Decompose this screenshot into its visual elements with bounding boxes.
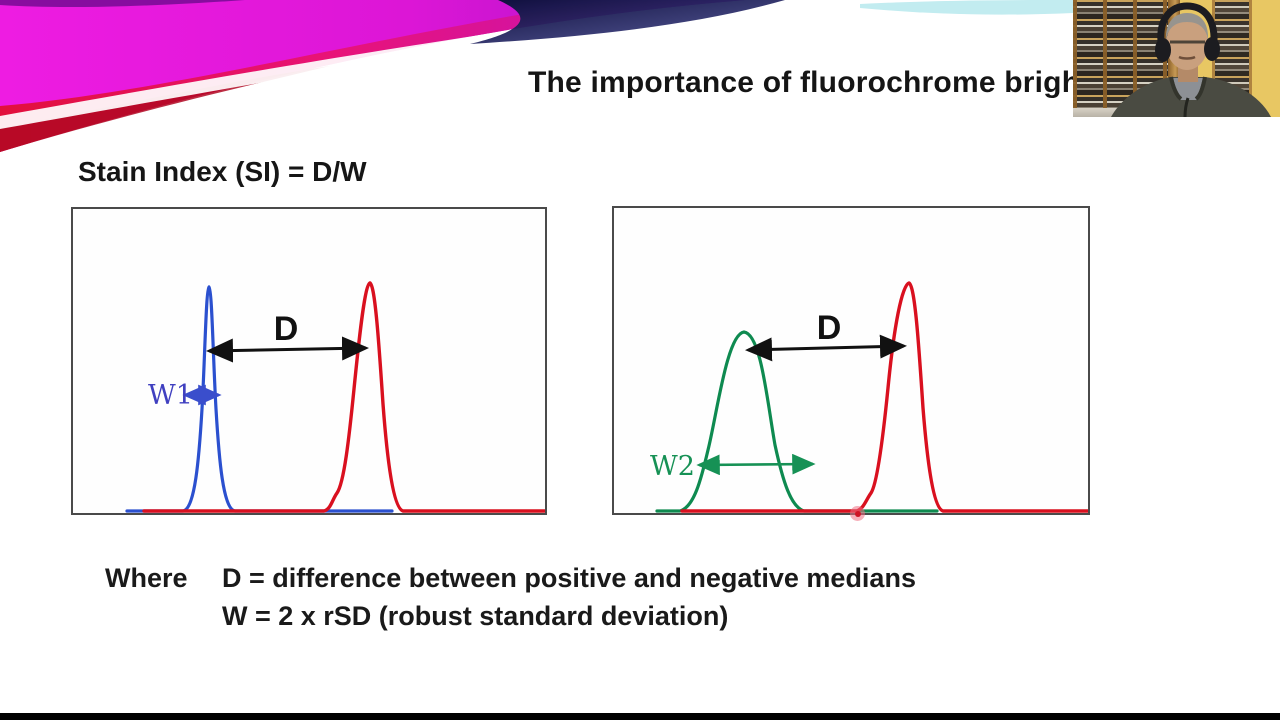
- distance-arrow: [745, 334, 907, 362]
- width-label-w2: W2: [650, 451, 695, 482]
- negative-peak-curve-green: [655, 330, 939, 513]
- presenter-tshirt: [1173, 78, 1203, 100]
- swoosh-cyan-strip: [860, 0, 1073, 15]
- distance-arrow: [206, 336, 369, 363]
- positive-peak-curve-red: [142, 281, 545, 513]
- jacket-collar: [1169, 76, 1207, 101]
- histogram-panel-left: D W1: [71, 207, 547, 515]
- presenter-figure: [1111, 2, 1271, 117]
- letterbox-bottom-bar: [0, 713, 1280, 720]
- width-label-w1: W1: [148, 380, 193, 411]
- jacket-zipper: [1183, 97, 1190, 117]
- laser-pointer-dot: [850, 506, 865, 521]
- width-arrow-w2: [696, 453, 816, 476]
- where-label: Where: [105, 563, 188, 593]
- presenter-neck: [1178, 66, 1198, 82]
- laser-pointer-core: [854, 510, 861, 517]
- headphone-earcup-left: [1155, 38, 1171, 62]
- definition-w: W = 2 x rSD (robust standard deviation): [222, 601, 729, 631]
- presenter-head: [1166, 18, 1208, 70]
- presenter-hair: [1165, 13, 1209, 40]
- headphone-earcup-right: [1204, 37, 1220, 61]
- presenter-mouth: [1178, 55, 1196, 60]
- distance-label: D: [274, 310, 299, 348]
- swoosh-dark-top-sliver: [0, 0, 245, 8]
- headphones-band: [1157, 2, 1218, 43]
- positive-peak-curve-red: [680, 281, 1088, 513]
- distance-label: D: [817, 309, 842, 347]
- stain-index-formula: Stain Index (SI) = D/W: [78, 156, 367, 187]
- swoosh-crimson-edge: [0, 66, 330, 152]
- negative-peak-curve-blue: [125, 285, 394, 513]
- webcam-overlay: [1073, 0, 1280, 117]
- histogram-panel-right: D W2: [612, 206, 1090, 515]
- definition-d: D = difference between positive and nega…: [222, 563, 916, 593]
- swoosh-navy-streak: [470, 0, 785, 44]
